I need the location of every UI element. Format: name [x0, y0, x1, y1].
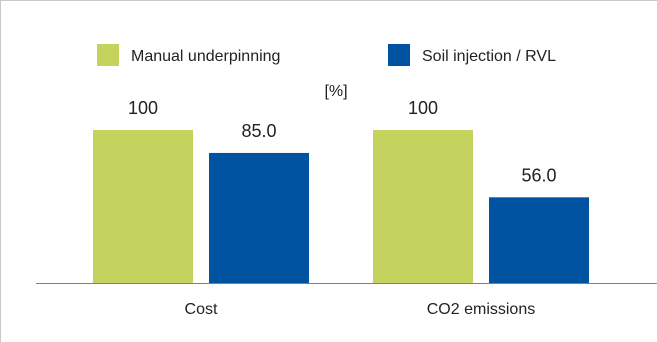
legend-swatch-manual-underpinning — [97, 44, 119, 66]
data-label-co2-emissions-series-1: 56.0 — [521, 165, 556, 185]
data-label-cost-series-1: 85.0 — [241, 121, 276, 141]
bar-cost-series-0 — [93, 130, 193, 283]
category-labels: Cost CO2 emissions — [185, 301, 536, 318]
y-unit-label: [%] — [324, 83, 347, 100]
category-label-cost: Cost — [185, 301, 218, 318]
legend-label-manual-underpinning: Manual underpinning — [131, 48, 280, 65]
bar-co2-emissions-series-1 — [489, 197, 589, 283]
legend-swatch-soil-injection — [388, 44, 410, 66]
category-label-co2-emissions: CO2 emissions — [427, 301, 535, 318]
data-label-cost-series-0: 100 — [128, 98, 158, 118]
legend-label-soil-injection: Soil injection / RVL — [422, 48, 556, 65]
bar-co2-emissions-series-0 — [373, 130, 473, 283]
bars — [93, 130, 589, 283]
bar-cost-series-1 — [209, 152, 309, 283]
data-labels: 100 85.0 100 56.0 — [128, 98, 557, 185]
legend: Manual underpinning Soil injection / RVL — [97, 44, 556, 66]
data-label-co2-emissions-series-0: 100 — [408, 98, 438, 118]
